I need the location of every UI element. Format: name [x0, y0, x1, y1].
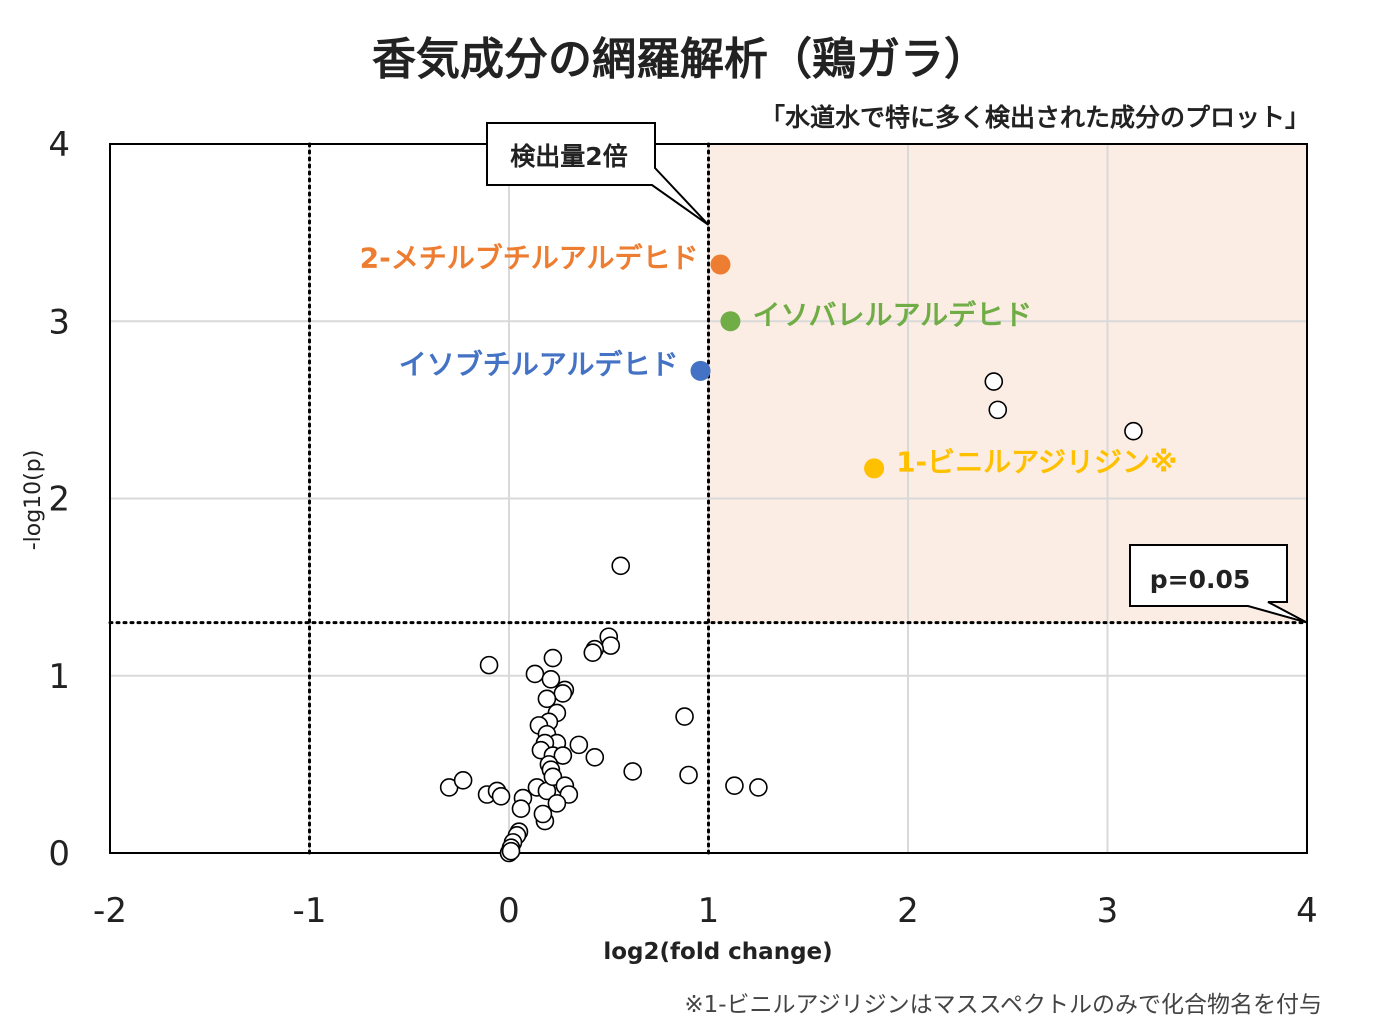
- highlighted-point: [710, 254, 731, 275]
- data-point: [984, 372, 1004, 391]
- footnote: ※1-ビニルアジリジンはマススペクトルのみで化合物名を付与: [684, 992, 1322, 1018]
- p-value-callout-box: [1129, 544, 1308, 624]
- y-axis-label: -log10(p): [21, 450, 46, 551]
- point-label: 2-メチルブチルアルデヒド: [360, 242, 699, 275]
- x-axis-label: log2(fold change): [603, 939, 832, 965]
- data-point: [533, 804, 553, 824]
- x-tick-labels: -2 -1 0 1 2 3 4: [93, 891, 1318, 931]
- y-tick-label: 4: [48, 125, 70, 165]
- p-value-callout: p=0.05: [1129, 544, 1308, 624]
- data-point: [569, 735, 589, 755]
- plot-area: [109, 143, 1308, 854]
- data-point: [547, 794, 567, 813]
- data-point: [749, 778, 768, 797]
- data-point: [553, 746, 573, 765]
- data-point: [537, 689, 557, 709]
- significant-region: [708, 144, 1307, 623]
- point-label: イソバレルアルデヒド: [752, 298, 1032, 331]
- y-tick-label: 3: [48, 302, 70, 342]
- data-point: [611, 556, 631, 576]
- data-point: [501, 841, 521, 861]
- x-tick-label: 2: [897, 891, 919, 931]
- x-tick-label: -2: [93, 891, 127, 931]
- data-point: [601, 636, 621, 655]
- data-point: [585, 747, 605, 767]
- data-point: [679, 765, 698, 785]
- p-value-callout-text: p=0.05: [1150, 565, 1251, 594]
- data-point: [623, 762, 642, 781]
- point-label: イソブチルアルデヒド: [399, 348, 679, 381]
- x-tick-label: 0: [498, 891, 520, 931]
- x-tick-label: 4: [1296, 891, 1318, 931]
- threshold-lines: [108, 142, 1309, 855]
- fold-change-callout: 検出量2倍: [486, 122, 710, 226]
- x-tick-label: 1: [698, 891, 720, 931]
- fold-change-callout-box: [486, 122, 710, 226]
- data-point: [511, 799, 531, 818]
- data-point: [675, 707, 694, 726]
- data-point: [1124, 421, 1143, 441]
- data-point: [491, 786, 511, 806]
- x-tick-label: 3: [1097, 891, 1119, 931]
- data-point: [525, 664, 545, 684]
- data-point: [988, 400, 1008, 420]
- y-tick-label: 2: [48, 480, 70, 520]
- data-point: [543, 648, 563, 668]
- y-tick-label: 0: [48, 834, 70, 874]
- y-tick-labels: 0 1 2 3 4: [48, 125, 70, 874]
- highlighted-point: [690, 360, 711, 381]
- point-label: 1-ビニルアジリジン※: [896, 445, 1177, 478]
- data-point: [583, 643, 603, 663]
- data-point: [725, 776, 744, 795]
- x-tick-label: -1: [293, 891, 327, 931]
- fold-change-callout-text: 検出量2倍: [510, 142, 627, 171]
- data-point: [453, 771, 473, 790]
- data-points: [439, 372, 1143, 863]
- chart-subtitle: 「水道水で特に多く検出された成分のプロット」: [760, 103, 1310, 132]
- y-tick-label: 1: [48, 657, 70, 697]
- highlighted-point: [720, 311, 741, 332]
- data-point: [553, 684, 573, 703]
- chart-title: 香気成分の網羅解析（鶏ガラ）: [372, 34, 988, 85]
- data-point: [541, 669, 561, 689]
- data-point: [479, 655, 499, 675]
- highlighted-point: [864, 458, 885, 479]
